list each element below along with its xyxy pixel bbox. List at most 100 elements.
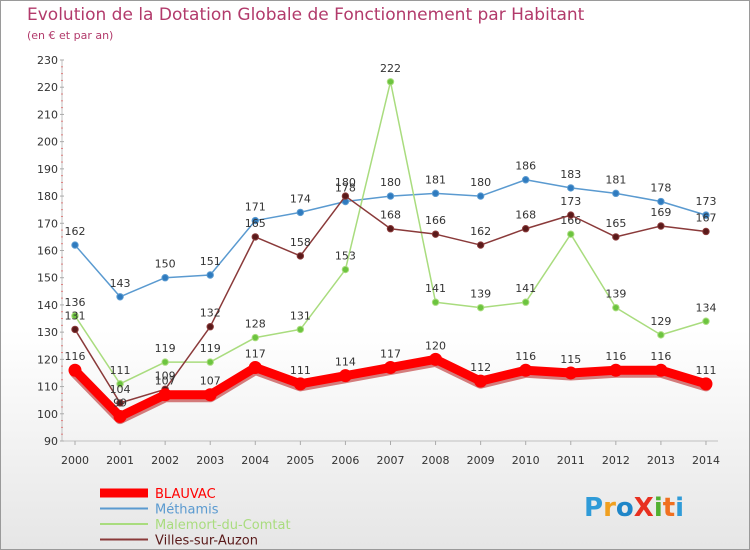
data-label: 171 (245, 201, 266, 214)
data-label: 173 (560, 195, 581, 208)
data-point (702, 227, 710, 236)
data-label: 109 (155, 369, 176, 382)
data-point (612, 303, 620, 312)
data-point (476, 241, 485, 249)
data-point (161, 274, 169, 282)
data-point (429, 352, 443, 366)
data-point (386, 78, 395, 86)
data-label: 116 (650, 350, 671, 363)
legend-entry: Méthamis (100, 503, 219, 518)
data-point (474, 374, 488, 388)
data-point (657, 222, 665, 230)
logo-letter: i (675, 493, 684, 523)
data-label: 162 (65, 225, 86, 238)
data-point (612, 189, 620, 198)
data-point (251, 216, 259, 225)
data-point (251, 333, 259, 342)
data-point (522, 225, 530, 233)
x-tick-label: 2014 (692, 454, 720, 467)
data-point (161, 358, 169, 366)
logo-letter: r (603, 493, 616, 523)
data-label: 168 (380, 209, 401, 222)
data-label: 107 (200, 375, 221, 388)
logo-letter: i (654, 493, 663, 523)
x-tick-label: 2003 (196, 454, 224, 467)
series-Villes-sur-Auzon: 131 104 109 132 165 158 180 168 166 162 168 173 165 1… (65, 176, 716, 407)
data-point (386, 192, 395, 200)
axes: 90 100 110 120 130 140 150 160 170 180 190 200 210 22… (37, 54, 720, 467)
legend-label: BLAUVAC (155, 487, 216, 502)
x-tick-label: 2004 (241, 454, 269, 467)
legend-entry: Villes-sur-Auzon (100, 534, 258, 549)
data-point (248, 361, 262, 375)
data-point (654, 363, 668, 377)
data-label: 180 (335, 176, 356, 189)
y-tick-label: 160 (37, 245, 58, 258)
data-point (71, 241, 79, 249)
data-point (338, 369, 352, 383)
data-label: 143 (110, 277, 131, 290)
data-label: 141 (425, 282, 446, 295)
x-tick-label: 2006 (331, 454, 359, 467)
data-point (71, 325, 79, 334)
data-point (251, 233, 259, 241)
data-label: 114 (335, 356, 356, 369)
x-tick-label: 2008 (422, 454, 450, 467)
data-point (476, 303, 485, 312)
x-tick-label: 2005 (286, 454, 314, 467)
x-tick-label: 2011 (557, 454, 585, 467)
data-point (113, 410, 127, 424)
data-label: 112 (470, 361, 491, 374)
data-point (431, 189, 440, 198)
data-point (296, 325, 305, 334)
chart-subtitle: (en € et par an) (27, 29, 113, 42)
data-point (567, 230, 575, 238)
data-label: 181 (605, 173, 626, 186)
logo-letter: P (584, 493, 603, 523)
data-point (296, 252, 305, 260)
data-label: 165 (605, 217, 626, 230)
data-label: 115 (560, 353, 581, 366)
data-label: 173 (695, 195, 716, 208)
data-label: 120 (425, 339, 446, 352)
data-label: 181 (425, 173, 446, 186)
x-tick-label: 2007 (376, 454, 404, 467)
legend-label: Méthamis (155, 503, 219, 518)
data-point (116, 380, 124, 388)
data-point (522, 176, 530, 184)
x-tick-label: 2009 (467, 454, 495, 467)
y-tick-label: 110 (37, 381, 58, 394)
legend: BLAUVACMéthamisMalemort-du-ComtatVilles-… (100, 487, 291, 549)
data-label: 153 (335, 250, 356, 263)
data-point (702, 317, 710, 325)
series-BLAUVAC: 116 99 107 107 117 111 114 117 120 112 116 115 116 11… (65, 339, 716, 425)
data-point (522, 298, 530, 306)
data-label: 150 (155, 258, 176, 271)
data-label: 151 (200, 255, 221, 268)
data-label: 222 (380, 62, 401, 75)
logo-letter: o (616, 493, 634, 523)
series-Malemort-du-Comtat: 136 111 119 119 128 131 153 222 141 139 141 166 139 1… (65, 62, 716, 388)
y-tick-label: 150 (37, 272, 58, 285)
y-tick-label: 140 (37, 299, 58, 312)
data-point (612, 233, 620, 241)
data-label: 174 (290, 192, 311, 205)
data-point (567, 184, 575, 192)
y-tick-label: 230 (37, 54, 58, 67)
legend-label: Villes-sur-Auzon (155, 534, 258, 549)
data-point (206, 271, 214, 279)
data-point (206, 358, 214, 366)
data-label: 132 (200, 307, 221, 320)
data-point (699, 377, 713, 391)
data-point (341, 265, 350, 274)
proxiti-logo: ProXiti (584, 493, 684, 523)
data-label: 99 (113, 397, 127, 410)
data-point (116, 399, 124, 407)
data-label: 116 (515, 350, 536, 363)
data-label: 119 (200, 342, 221, 355)
data-label: 134 (695, 301, 716, 314)
data-label: 162 (470, 225, 491, 238)
data-label: 111 (695, 364, 716, 377)
svg-text:ProXiti: ProXiti (584, 493, 684, 523)
data-label: 104 (110, 383, 131, 396)
